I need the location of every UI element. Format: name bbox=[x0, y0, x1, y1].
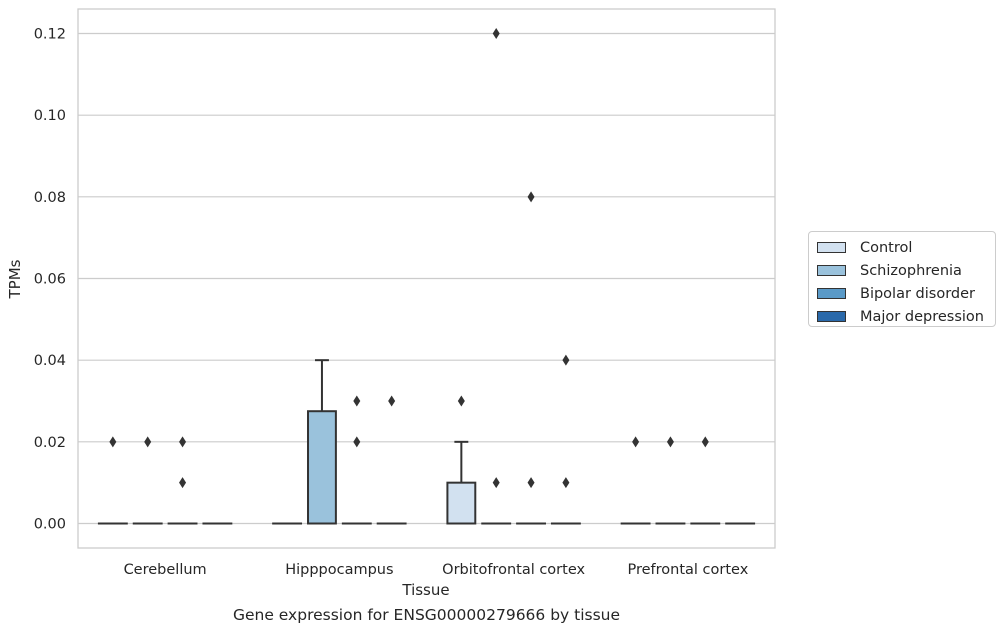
legend-item-major-depression: Major depression bbox=[817, 305, 995, 328]
outlier-point bbox=[527, 191, 535, 203]
y-tick-label: 0.04 bbox=[34, 353, 66, 369]
box-body bbox=[307, 410, 337, 525]
outlier-point bbox=[527, 477, 535, 489]
plot-frame bbox=[77, 8, 776, 549]
legend-item-bipolar-disorder: Bipolar disorder bbox=[817, 282, 995, 305]
outlier-point bbox=[492, 28, 500, 39]
outlier-point bbox=[562, 477, 570, 489]
outlier-point bbox=[701, 436, 709, 448]
legend-label-control: Control bbox=[860, 239, 913, 256]
outlier-point bbox=[457, 395, 465, 407]
outlier-point bbox=[562, 354, 570, 366]
y-tick-label: 0.12 bbox=[34, 27, 66, 43]
legend-item-schizophrenia: Schizophrenia bbox=[817, 259, 995, 282]
box-body bbox=[446, 481, 477, 525]
grid-lines bbox=[78, 32, 775, 525]
outlier-point bbox=[666, 436, 674, 448]
outlier-point bbox=[179, 477, 187, 489]
y-tick-label: 0.08 bbox=[34, 190, 66, 206]
x-tick-label: Cerebellum bbox=[124, 562, 207, 578]
box-layer bbox=[97, 359, 756, 525]
y-tick-label: 0.00 bbox=[34, 517, 66, 533]
legend: Control Schizophrenia Bipolar disorder M… bbox=[808, 231, 996, 327]
outlier-point bbox=[388, 395, 396, 407]
legend-label-bipolar-disorder: Bipolar disorder bbox=[860, 285, 975, 302]
outlier-point bbox=[632, 436, 640, 448]
box-control bbox=[446, 440, 477, 525]
x-tick-label: Orbitofrontal cortex bbox=[442, 562, 585, 578]
y-tick-labels: 0.00 0.02 0.04 0.06 0.08 0.10 0.12 bbox=[34, 27, 66, 533]
y-tick-label: 0.10 bbox=[34, 108, 66, 124]
chart-caption: Gene expression for ENSG00000279666 by t… bbox=[232, 606, 621, 624]
legend-label-major-depression: Major depression bbox=[860, 308, 984, 325]
x-tick-label: Hipppocampus bbox=[285, 562, 393, 578]
outlier-point bbox=[179, 436, 187, 448]
legend-swatch-control bbox=[817, 242, 846, 253]
x-tick-labels: Cerebellum Hipppocampus Orbitofrontal cort… bbox=[124, 562, 749, 578]
outlier-point bbox=[353, 436, 361, 448]
legend-swatch-bipolar-disorder bbox=[817, 288, 846, 299]
legend-item-control: Control bbox=[817, 236, 995, 259]
y-tick-label: 0.06 bbox=[34, 272, 66, 288]
y-tick-label: 0.02 bbox=[34, 435, 66, 451]
legend-swatch-schizophrenia bbox=[817, 265, 846, 276]
legend-label-schizophrenia: Schizophrenia bbox=[860, 262, 962, 279]
outlier-point bbox=[109, 436, 117, 448]
x-tick-label: Prefrontal cortex bbox=[627, 562, 748, 578]
y-axis-label: TPMs bbox=[6, 259, 24, 299]
x-axis-label: Tissue bbox=[401, 581, 449, 599]
flier-layer bbox=[109, 28, 709, 489]
box-schizophrenia bbox=[307, 359, 337, 525]
outlier-point bbox=[353, 395, 361, 407]
outlier-point bbox=[144, 436, 152, 448]
outlier-point bbox=[492, 477, 500, 489]
legend-swatch-major-depression bbox=[817, 311, 846, 322]
